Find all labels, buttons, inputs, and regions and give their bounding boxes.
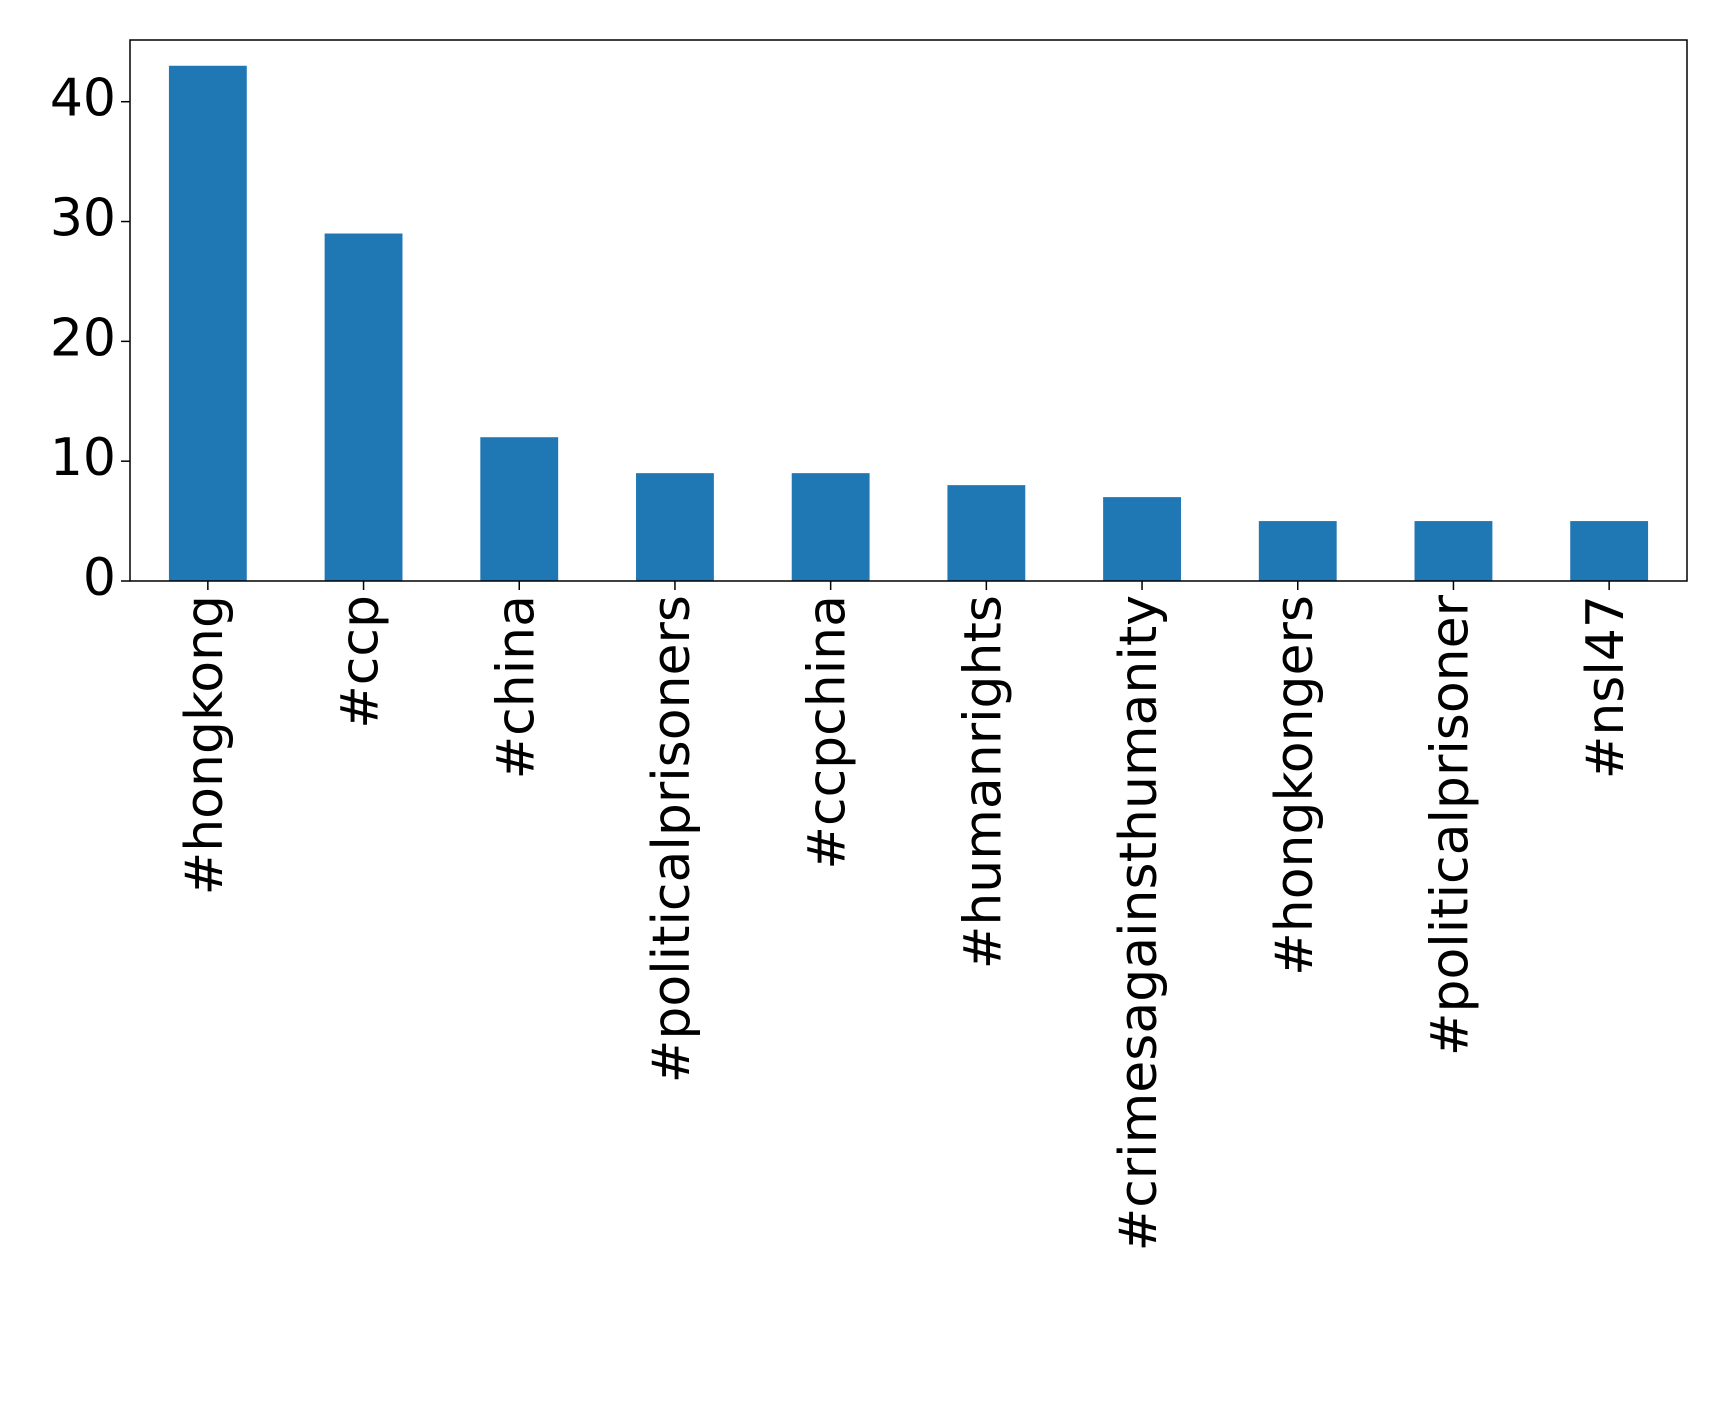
y-tick-label: 30 — [50, 189, 116, 249]
y-tick-label: 20 — [50, 308, 116, 368]
bar — [168, 65, 247, 581]
plot-frame — [129, 39, 1688, 582]
y-tick-label: 10 — [50, 428, 116, 488]
y-tick-label: 40 — [50, 69, 116, 129]
y-tick-label: 0 — [83, 548, 116, 608]
x-tick-label: #nsl47 — [1576, 595, 1636, 779]
bar — [947, 485, 1026, 581]
bar — [1258, 521, 1337, 581]
x-tick-label: #politicalprisoners — [642, 595, 702, 1083]
x-tick-label: #humanrights — [953, 595, 1013, 969]
bar — [636, 473, 714, 581]
bar — [324, 233, 403, 581]
x-tick-label: #ccpchina — [798, 595, 858, 870]
bar — [480, 437, 559, 581]
x-tick-label: #ccp — [331, 595, 391, 729]
bar — [1414, 521, 1493, 581]
bar — [1103, 497, 1181, 581]
x-tick-label: #politicalprisoner — [1420, 594, 1480, 1056]
x-tick-label: #hongkong — [175, 595, 235, 895]
x-tick-label: #china — [486, 595, 546, 779]
x-tick-label: #hongkongers — [1265, 595, 1325, 976]
x-tick-label: #crimesagainsthumanity — [1109, 595, 1169, 1251]
bar — [791, 473, 870, 581]
bar — [1570, 521, 1649, 581]
